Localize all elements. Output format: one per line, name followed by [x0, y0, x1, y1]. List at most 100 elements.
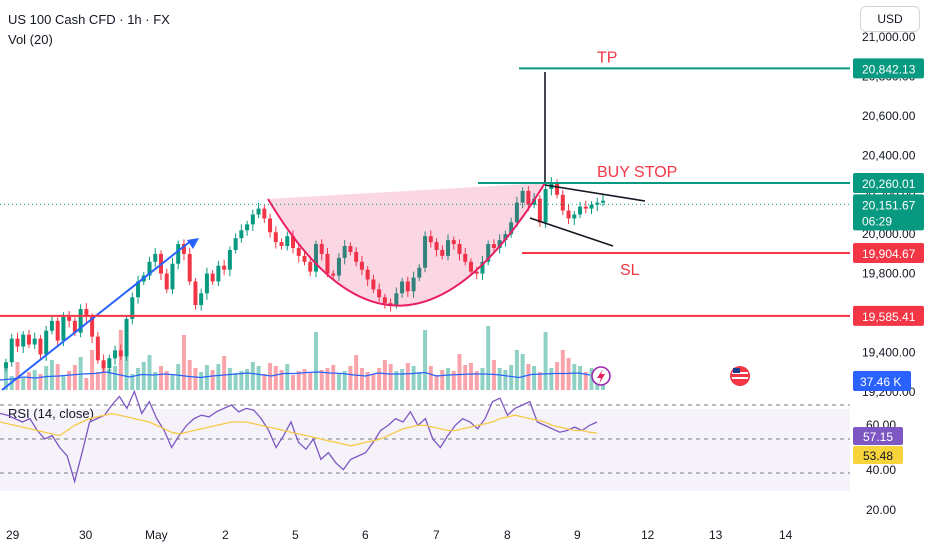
candle-body	[578, 206, 583, 215]
currency-button[interactable]: USD	[860, 6, 920, 32]
rsi-value-badge-bg	[853, 427, 903, 445]
candle-body	[302, 255, 307, 262]
candle-body	[543, 188, 548, 223]
support-price-badge-bg	[853, 305, 924, 326]
volume-bar	[325, 368, 330, 390]
candle-body	[210, 273, 215, 282]
candle-body	[32, 338, 37, 345]
candle-body	[222, 265, 227, 270]
volume-indicator-label[interactable]: Vol (20)	[8, 32, 53, 47]
volume-bar	[537, 372, 542, 390]
volume-bar	[227, 368, 232, 390]
candle-body	[4, 362, 8, 369]
volume-bar	[589, 368, 594, 390]
volume-bar	[245, 369, 250, 390]
candle-body	[491, 244, 496, 249]
volume-bar	[67, 371, 72, 390]
candle-body	[107, 358, 112, 369]
volume-bar	[187, 360, 192, 390]
time-tick-label: 30	[79, 528, 93, 542]
volume-bar	[141, 362, 146, 390]
sl-price-badge-bg	[853, 242, 924, 263]
candle-body	[440, 249, 445, 256]
candle-body	[319, 244, 324, 254]
candle-body	[537, 198, 542, 223]
price-tick-label: 19,800.00	[862, 267, 916, 281]
volume-bar	[480, 368, 485, 390]
candle-body	[84, 309, 89, 317]
candle-body	[15, 338, 20, 347]
candle-body	[365, 269, 370, 280]
candle-body	[446, 240, 451, 256]
volume-bar	[136, 368, 141, 390]
volume-bar	[468, 363, 473, 390]
time-tick-label: 2	[222, 528, 229, 542]
symbol-title[interactable]: US 100 Cash CFD · 1h · FX	[8, 12, 170, 27]
candle-body	[388, 303, 393, 306]
candle-body	[130, 297, 135, 319]
candle-body	[336, 257, 341, 276]
volume-ma-line	[0, 371, 591, 381]
volume-bar	[463, 365, 468, 390]
cup-fill	[268, 183, 545, 306]
time-tick-label: 6	[362, 528, 369, 542]
candle-body	[342, 246, 347, 258]
candle-body	[124, 318, 129, 357]
candle-body	[136, 281, 141, 298]
volume-bar	[32, 370, 37, 390]
volume-bar	[95, 372, 100, 390]
volume-bar	[49, 360, 54, 390]
candle-body	[285, 236, 290, 247]
lightning-bolt-icon	[597, 369, 605, 384]
candle-body	[118, 350, 123, 357]
volume-bar	[291, 375, 296, 390]
volume-bar	[388, 364, 393, 390]
volume-bar	[578, 366, 583, 390]
volume-bar	[560, 350, 565, 390]
volume-bar	[428, 366, 433, 390]
candle-body	[509, 222, 514, 235]
volume-bar	[296, 371, 301, 390]
candle-body	[95, 336, 100, 361]
volume-bar	[15, 362, 20, 390]
time-tick-label: 29	[6, 528, 20, 542]
volume-bar	[543, 332, 548, 390]
rsi-ma-badge: 53.48	[863, 449, 893, 463]
us-flag-stripe-icon	[732, 377, 748, 379]
candle-body	[423, 236, 428, 268]
tp-price-badge: 20,842.13	[862, 62, 916, 76]
candle-body	[503, 234, 508, 241]
candle-body	[331, 273, 336, 276]
candle-body	[348, 246, 353, 252]
candle-body	[279, 242, 284, 247]
volume-bar	[44, 366, 49, 390]
candle-body	[417, 267, 422, 278]
volume-bar	[101, 362, 106, 390]
volume-bar	[262, 374, 267, 390]
volume-bar	[176, 364, 181, 390]
candle-body	[371, 279, 376, 290]
candle-body	[26, 334, 31, 345]
volume-bar	[170, 375, 175, 390]
candle-body	[9, 338, 14, 363]
candle-body	[204, 273, 209, 294]
last-price-badge-bg	[853, 194, 924, 231]
volume-bar	[72, 365, 77, 390]
last-price-badge: 20,151.67	[862, 198, 916, 212]
flag-top-line	[544, 184, 646, 202]
volume-bar	[365, 372, 370, 390]
candle-body	[405, 281, 410, 292]
time-tick-label: 12	[641, 528, 655, 542]
rsi-band	[0, 409, 850, 491]
volume-bar	[405, 363, 410, 390]
volume-bar	[61, 375, 66, 390]
candle-body	[514, 202, 519, 223]
rsi-value-badge: 57.15	[863, 430, 893, 444]
price-tick-label: 21,000.00	[862, 30, 916, 44]
candle-body	[245, 224, 250, 231]
candle-body	[468, 261, 473, 272]
candle-body	[61, 316, 66, 341]
candle-body	[181, 244, 186, 254]
